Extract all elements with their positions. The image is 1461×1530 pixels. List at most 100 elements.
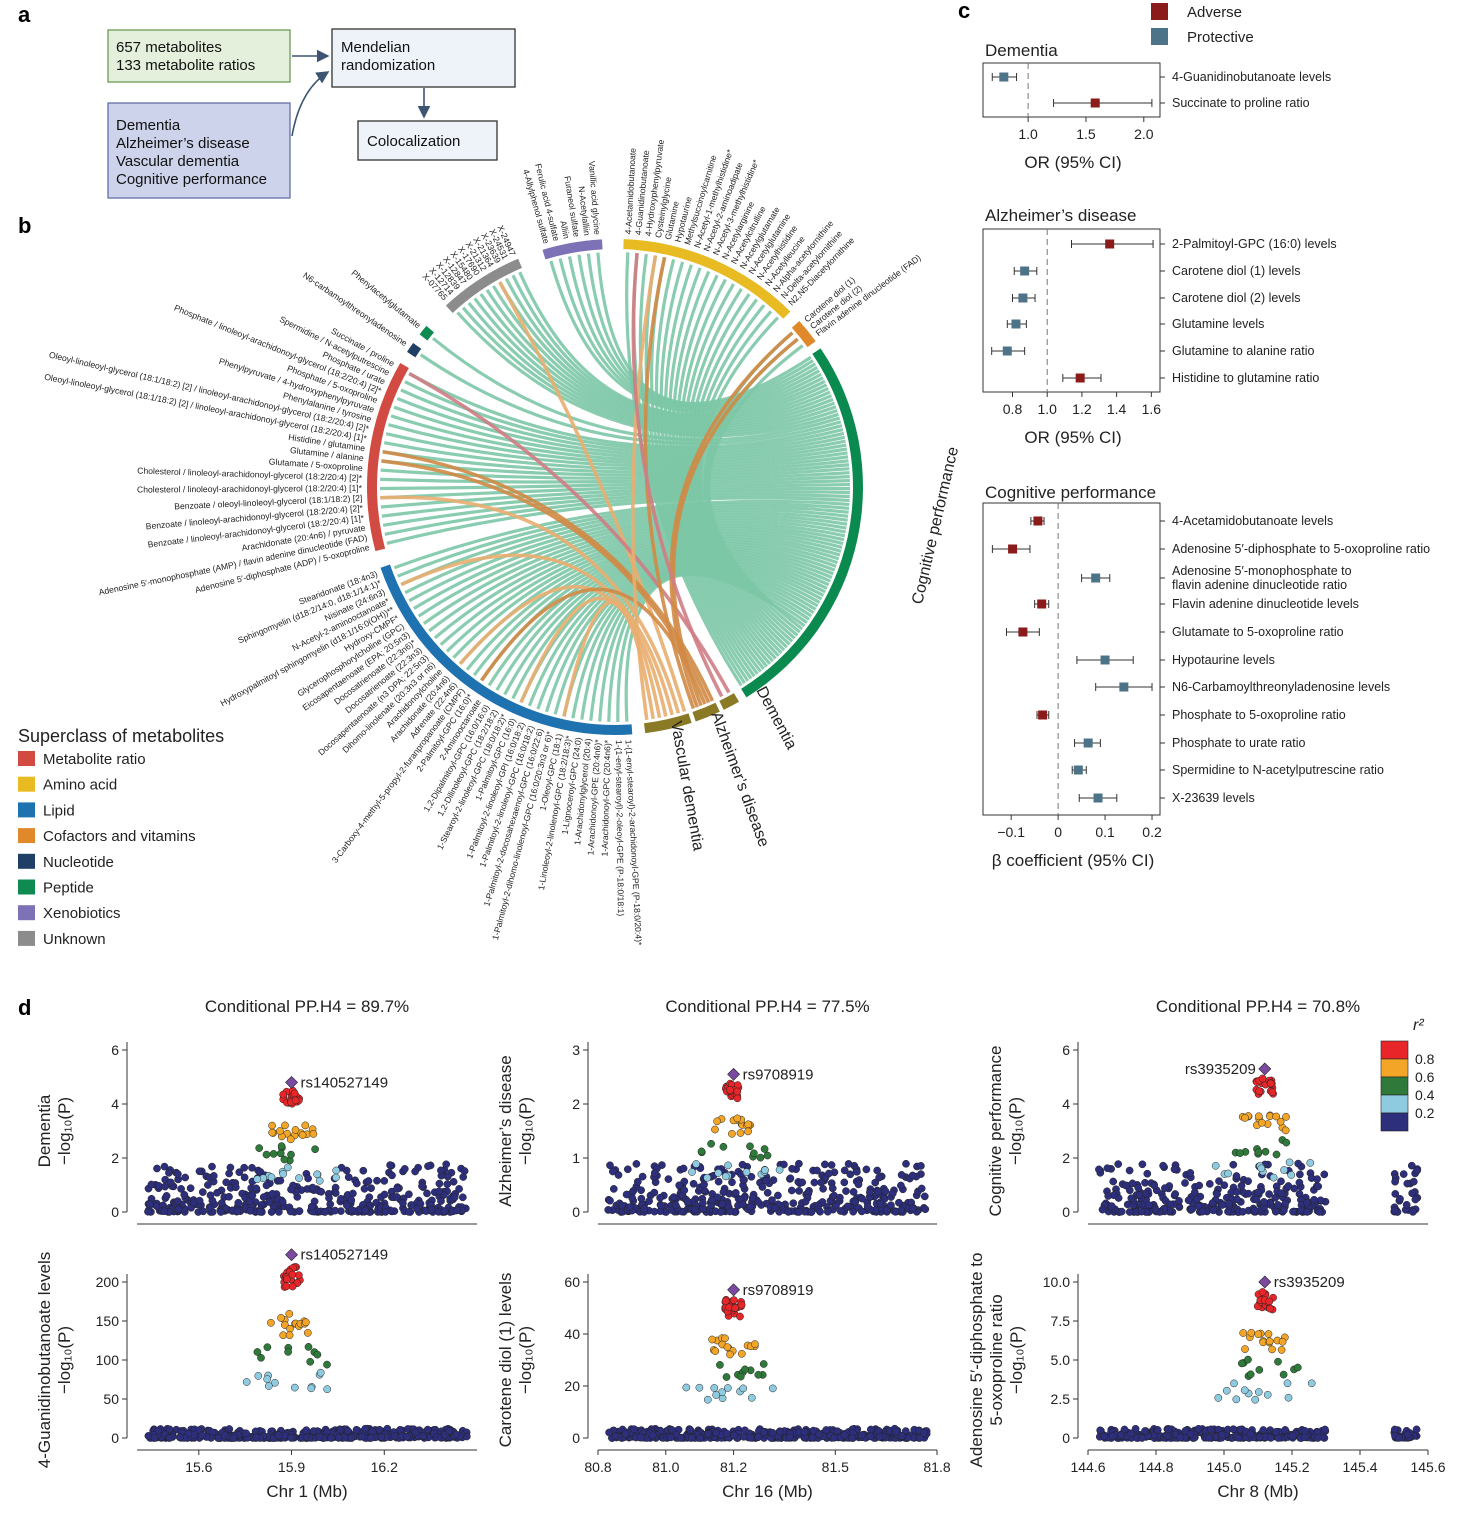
chord-link <box>691 298 788 649</box>
legend-item-label: Lipid <box>43 802 75 819</box>
locus-point <box>1237 1181 1246 1190</box>
outcome-arc <box>719 693 739 710</box>
chord-link <box>413 513 848 610</box>
locus-point <box>274 1431 283 1439</box>
locus-point <box>722 1373 731 1381</box>
x-tick-label: 2.0 <box>1134 126 1154 142</box>
locus-point <box>866 1188 874 1197</box>
lead-snp-label: rs9708919 <box>743 1282 814 1299</box>
y-tick-label: 0 <box>111 1204 119 1220</box>
locus-point <box>256 1208 265 1216</box>
x-tick-label: 1.2 <box>1072 401 1092 417</box>
lead-snp-label: rs140527149 <box>301 1247 389 1264</box>
locus-point <box>348 1206 356 1214</box>
locus-point <box>866 1425 875 1434</box>
locus-point <box>1407 1161 1416 1170</box>
locus-point <box>775 1165 784 1174</box>
metabolite-label: 1-Arachidonoyl-GPC (20:4n6)* <box>600 739 613 856</box>
locus-point <box>396 1425 404 1434</box>
locus-point <box>636 1433 645 1442</box>
superclass-arc <box>367 363 409 552</box>
chord-link <box>663 264 765 670</box>
mr-line-2: randomization <box>341 57 435 74</box>
chord-link <box>381 459 850 477</box>
legend-item-label: Amino acid <box>43 777 117 794</box>
locus-point <box>279 1170 288 1178</box>
locus-point <box>1151 1205 1160 1214</box>
locus-point <box>1134 1183 1143 1192</box>
locus-point <box>287 1150 295 1159</box>
locus-point <box>267 1173 276 1182</box>
locus-point <box>344 1173 353 1182</box>
locus-point <box>648 1431 657 1440</box>
chord-link <box>562 562 821 717</box>
locus-point <box>1192 1195 1201 1203</box>
locus-point <box>277 1142 286 1150</box>
locus-point <box>1204 1434 1213 1442</box>
locus-point <box>309 1130 318 1138</box>
locus-point <box>279 1090 288 1099</box>
locus-point <box>1408 1189 1417 1198</box>
locus-points <box>1095 1074 1422 1216</box>
locus-point <box>754 1370 763 1379</box>
locus-point <box>217 1199 226 1207</box>
row-label: Adenosine 5′-diphosphate to 5-oxoproline… <box>1172 542 1430 556</box>
locus-point <box>736 1372 745 1381</box>
locus-point <box>144 1207 152 1216</box>
locus-point <box>1257 1164 1266 1173</box>
locus-point <box>1264 1330 1273 1338</box>
locus-point <box>160 1207 169 1216</box>
locus-point <box>1284 1393 1293 1402</box>
chord-link <box>644 255 753 680</box>
locus-point <box>700 1180 708 1189</box>
superclass-arc <box>419 325 435 341</box>
locus-point <box>739 1432 748 1441</box>
locus-point <box>407 1201 416 1209</box>
locus-point <box>262 1181 271 1190</box>
locus-point <box>723 1343 732 1351</box>
locus-point <box>1261 1147 1270 1156</box>
locus-point <box>637 1194 646 1203</box>
locus-point <box>763 1151 772 1160</box>
locus-point <box>718 1200 727 1208</box>
locus-point <box>283 1275 291 1283</box>
chord-link <box>631 252 724 698</box>
locus-point <box>424 1162 432 1171</box>
x-tick-label: 1.6 <box>1142 401 1162 417</box>
locus-point <box>411 1428 420 1437</box>
locus-point <box>622 1190 631 1199</box>
locus-point <box>730 1431 738 1440</box>
locus-point <box>1209 1206 1218 1215</box>
locus-point <box>888 1189 897 1198</box>
locus-point <box>703 1395 712 1404</box>
locus-point <box>836 1207 845 1215</box>
locus-point <box>1213 1190 1221 1198</box>
locus-point <box>286 1207 295 1216</box>
locus-point <box>1258 1074 1267 1083</box>
locus-point <box>285 1309 294 1318</box>
x-tick-label: 81.5 <box>822 1459 849 1475</box>
locus-point <box>637 1186 645 1195</box>
locus-point <box>798 1178 807 1187</box>
locus-point <box>323 1427 331 1436</box>
locus-point <box>795 1187 803 1195</box>
locus-point <box>1303 1208 1312 1216</box>
locus-point <box>645 1197 653 1205</box>
locus-point <box>150 1434 159 1442</box>
locus-point <box>1150 1181 1159 1190</box>
locus-point <box>840 1166 849 1175</box>
chord-link <box>404 508 849 595</box>
locus-point <box>1254 1188 1262 1197</box>
locus-point <box>349 1189 357 1198</box>
lead-snp-marker <box>285 1075 298 1089</box>
locus-point <box>857 1207 866 1216</box>
locus-point <box>1224 1207 1232 1216</box>
chord-link <box>428 521 846 633</box>
locus-point <box>287 1185 295 1194</box>
locus-point <box>1258 1288 1267 1296</box>
locus-point <box>898 1432 906 1440</box>
legend-item-label: Peptide <box>43 880 94 897</box>
chord-link <box>384 493 850 536</box>
locus-point <box>746 1202 755 1211</box>
locus-point <box>304 1343 313 1351</box>
